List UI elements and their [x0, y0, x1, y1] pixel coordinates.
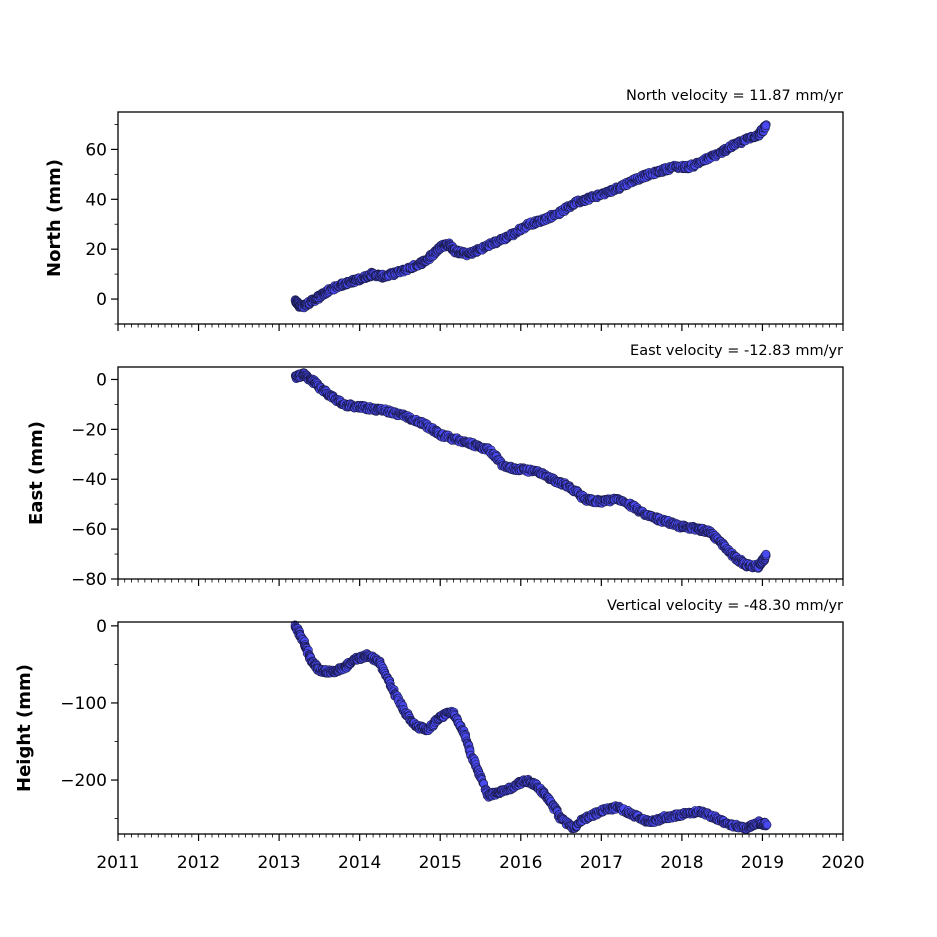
height-x-tick-label: 2020 [821, 853, 864, 873]
north-plot-area: 0 20 40 60 [85, 120, 844, 331]
height-x-tick-label: 2011 [96, 853, 139, 873]
north-ylabel: North (mm) [44, 159, 65, 277]
north-y-tick-label: 60 [85, 140, 107, 160]
east-ylabel: East (mm) [26, 421, 47, 525]
north-velocity-title: North velocity = 11.87 mm/yr [626, 88, 843, 104]
height-x-tick-label: 2012 [177, 853, 220, 873]
height-data-point [762, 820, 772, 830]
panel-east: East velocity = -12.83 mm/yr 0 −20 −40 −60 −… [26, 343, 844, 590]
height-x-tick-label: 2019 [741, 853, 784, 873]
height-y-tick-label: −200 [60, 771, 107, 791]
height-x-tick-label: 2016 [499, 853, 542, 873]
north-y-tick-label: 0 [96, 290, 107, 310]
panel-north: North velocity = 11.87 mm/yr 0 20 40 60 Nor… [44, 88, 844, 331]
height-x-tick-label: 2013 [257, 853, 300, 873]
east-y-tick-label: −60 [71, 520, 107, 540]
height-y-tick-label: −100 [60, 694, 107, 714]
east-velocity-title: East velocity = -12.83 mm/yr [630, 343, 843, 359]
east-plot-area: 0 −20 −40 −60 −80 [71, 368, 844, 590]
height-ylabel: Height (mm) [14, 664, 35, 792]
east-data-point [761, 549, 771, 559]
height-x-tick-label: 2018 [660, 853, 703, 873]
height-x-tick-label: 2015 [419, 853, 462, 873]
north-data-point [761, 121, 771, 130]
east-y-tick-label: 0 [96, 370, 107, 390]
east-y-tick-label: −40 [71, 470, 107, 490]
height-axes-frame [117, 621, 844, 835]
height-x-tick-label: 2017 [580, 853, 623, 873]
height-plot-area: 2011 2012 2013 2014 2015 2016 2017 2018 2019 2020… [60, 617, 864, 873]
north-y-tick-label: 40 [85, 190, 107, 210]
north-axes-frame [117, 111, 844, 325]
panel-height: Vertical velocity = -48.30 mm/yr 2011 201… [14, 598, 865, 873]
east-y-tick-label: −80 [71, 570, 107, 590]
east-axes-frame [117, 366, 844, 580]
north-y-tick-label: 20 [85, 240, 107, 260]
east-y-tick-label: −20 [71, 420, 107, 440]
vertical-velocity-title: Vertical velocity = -48.30 mm/yr [607, 598, 843, 614]
height-x-tick-label: 2014 [338, 853, 381, 873]
height-y-tick-label: 0 [96, 617, 107, 637]
